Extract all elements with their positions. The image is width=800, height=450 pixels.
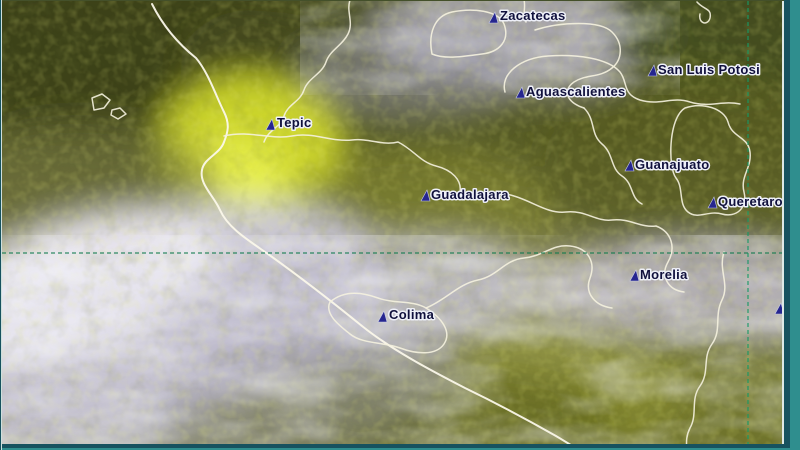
border-zacatecas-west bbox=[263, 1, 352, 143]
city-marker-icon bbox=[488, 11, 499, 24]
frame-left-highlight bbox=[1, 0, 2, 450]
border-michoacan-west bbox=[425, 245, 613, 309]
frame-bottom-dark bbox=[2, 444, 784, 448]
city-label: Guanajuato bbox=[635, 157, 710, 172]
city-marker-icon bbox=[420, 189, 431, 202]
cloud-band-texture bbox=[2, 235, 782, 444]
city-label-group: Aguascalientes bbox=[515, 83, 627, 101]
frame-left-dark bbox=[0, 0, 1, 450]
frame-top-line bbox=[2, 0, 784, 1]
city-label: Tepic bbox=[277, 115, 312, 130]
borders-layer bbox=[91, 1, 751, 444]
city-marker-icon bbox=[265, 118, 276, 131]
city-marker-icon bbox=[774, 302, 782, 315]
city-marker-icon bbox=[377, 310, 388, 323]
city-label: Guadalajara bbox=[431, 187, 509, 202]
city-marker-icon bbox=[515, 86, 526, 99]
border-top-loop bbox=[430, 9, 507, 58]
city-label-group: Guadalajara bbox=[420, 186, 510, 204]
border-colima-loop bbox=[327, 292, 448, 354]
city-label: Zacatecas bbox=[500, 8, 566, 23]
city-label-group: Zacatecas bbox=[488, 7, 567, 25]
border-jalisco-north bbox=[223, 133, 461, 193]
city-marker-icon bbox=[629, 269, 640, 282]
border-slp-hook bbox=[696, 1, 712, 24]
frame-bottom-teal bbox=[0, 448, 800, 450]
frame-right-highlight bbox=[782, 1, 784, 444]
border-guanajuato-diagonal bbox=[583, 107, 643, 205]
border-michoacan-east-river bbox=[685, 251, 726, 444]
city-label: Colima bbox=[389, 307, 435, 322]
city-label: San Luis Potosi bbox=[658, 62, 760, 77]
city-marker-icon bbox=[707, 196, 718, 209]
pacific-coastline bbox=[151, 3, 572, 444]
border-queretaro-loop bbox=[670, 104, 751, 216]
cloud-top-texture bbox=[300, 1, 680, 95]
border-lerma-east bbox=[459, 191, 685, 293]
border-zacatecas-south bbox=[534, 22, 621, 109]
border-top-short bbox=[523, 1, 527, 23]
city-label: Morelia bbox=[640, 267, 688, 282]
frame-right-dark bbox=[784, 0, 790, 450]
city-label-group: San Luis Potosi bbox=[647, 61, 761, 79]
city-marker-icon bbox=[647, 64, 658, 77]
city-label: Aguascalientes bbox=[526, 84, 626, 99]
city-marker-icon bbox=[624, 159, 635, 172]
city-label-group: Tepic bbox=[265, 114, 313, 132]
city-labels-layer: Zacatecas San Luis Potosi Aguascalientes Te… bbox=[265, 7, 783, 324]
border-aguascalientes-loop bbox=[503, 54, 741, 106]
city-label-group: Colima bbox=[377, 306, 436, 324]
city-label-group: Queretaro bbox=[707, 193, 783, 211]
city-label: Queretaro bbox=[718, 194, 783, 209]
city-label-group: Morelia bbox=[629, 266, 689, 284]
frame-right-teal bbox=[790, 0, 800, 450]
islands-marias bbox=[91, 93, 127, 120]
city-label-group: Guanajuato bbox=[624, 156, 711, 174]
